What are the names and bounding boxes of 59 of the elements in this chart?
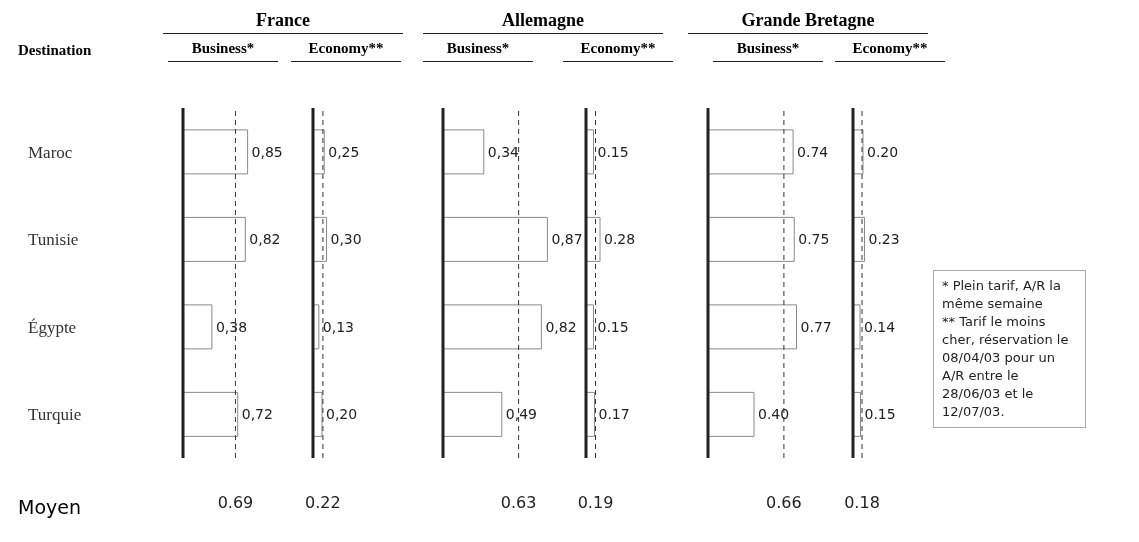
data-label: 0,38 xyxy=(215,318,248,335)
data-label: 0,20 xyxy=(326,406,358,423)
data-label: 0.15 xyxy=(597,318,629,335)
chart-title: Allemagne xyxy=(423,10,663,34)
chart-title: France xyxy=(163,10,403,34)
y-axis-title: Destination xyxy=(18,42,92,59)
bar xyxy=(708,391,755,437)
data-label: 0.74 xyxy=(797,143,829,160)
bar xyxy=(708,304,798,350)
ref-line-label: 0.66 xyxy=(766,493,802,512)
chart-subtitle: Business* xyxy=(168,40,278,62)
data-label: 0,25 xyxy=(328,143,360,160)
bar xyxy=(443,129,485,175)
y-tick-label: Égypte xyxy=(28,317,77,337)
chart-subtitle: Business* xyxy=(423,40,533,62)
bar xyxy=(183,129,249,175)
bar xyxy=(443,304,542,350)
data-label: 0,82 xyxy=(545,318,577,335)
data-label: 0,82 xyxy=(249,231,281,248)
data-label: 0.40 xyxy=(758,406,790,423)
data-label: 0,87 xyxy=(551,231,583,248)
data-label: 0,85 xyxy=(251,143,283,160)
bar xyxy=(708,216,795,262)
text: Moyen xyxy=(18,496,81,518)
data-label: 0.15 xyxy=(864,406,896,423)
bar xyxy=(708,129,794,175)
data-label: 0,34 xyxy=(487,143,520,160)
bar xyxy=(183,304,213,350)
ref-line-label: 0.18 xyxy=(844,493,880,512)
text: * Plein tarif, A/R la même semaine xyxy=(942,277,1062,313)
data-label: 0.28 xyxy=(604,231,636,248)
data-label: 0,13 xyxy=(322,318,355,335)
ref-line-label: 0.22 xyxy=(305,493,341,512)
data-label: 0.77 xyxy=(800,318,832,335)
chart-subtitle: Economy** xyxy=(563,40,673,62)
bar xyxy=(443,391,503,437)
chart-subtitle: Economy** xyxy=(291,40,401,62)
y-tick-label: Maroc xyxy=(28,142,73,162)
chart-subtitle: Economy** xyxy=(835,40,945,62)
chart-title: Grande Bretagne xyxy=(688,10,928,34)
data-label: 0.17 xyxy=(598,406,630,423)
data-label: 0.14 xyxy=(864,318,896,335)
y-tick-label: Turquie xyxy=(28,405,82,425)
data-label: 0,30 xyxy=(330,231,362,248)
data-label: 0.15 xyxy=(597,143,629,160)
ref-line-label: 0.69 xyxy=(217,493,254,512)
data-label: 0,49 xyxy=(505,406,537,423)
text: ** Tarif le moins cher, réservation le 08/04/03 pour un A/R entre le 28/06/03 et le 12/07/03. xyxy=(942,313,1070,421)
y-tick-label: Tunisie xyxy=(28,230,79,250)
data-label: 0.20 xyxy=(867,143,899,160)
data-label: 0.23 xyxy=(868,231,900,248)
data-label: 0.75 xyxy=(798,231,830,248)
chart-subtitle: Business* xyxy=(713,40,823,62)
bar xyxy=(183,391,239,437)
ref-line-label: 0.19 xyxy=(577,493,614,512)
bar xyxy=(183,216,246,262)
data-label: 0,72 xyxy=(241,406,273,423)
ref-line-label: 0.63 xyxy=(500,493,537,512)
bar xyxy=(443,216,548,262)
